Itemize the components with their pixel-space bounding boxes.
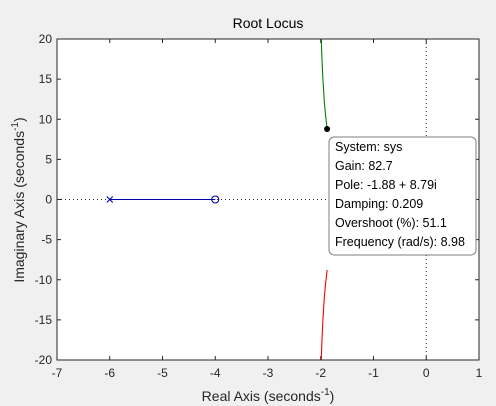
datatip-line: Damping: 0.209 [335,197,423,211]
locus-branch [320,269,328,361]
y-axis-exponent: -1 [10,122,21,131]
x-tick-label: -4 [210,366,221,380]
pole-marker [106,196,114,203]
y-tick-label: -5 [41,233,52,247]
datatip-line: Pole: -1.88 + 8.79i [335,178,437,192]
x-tick-label: -7 [52,366,63,380]
pole-marker-stroke [106,196,114,203]
x-tick-label: -6 [104,366,115,380]
y-tick-label: -10 [35,273,53,287]
x-tick-label: 1 [476,366,483,380]
locus-branch [320,38,328,130]
y-axis-title: Imaginary Axis (seconds-1) [10,117,27,282]
x-axis-title: Real Axis (seconds-1) [202,387,335,404]
y-axis-title-text: Imaginary Axis (seconds [11,131,27,283]
x-tick-label: -3 [263,366,274,380]
x-tick-label: 0 [423,366,430,380]
y-tick-label: -20 [35,353,53,367]
zero-marker [211,195,220,204]
y-tick-label: -15 [35,313,53,327]
y-tick-label: 0 [45,193,52,207]
datatip[interactable]: System: sys Gain: 82.7 Pole: -1.88 + 8.7… [328,136,477,256]
x-axis-exponent: -1 [321,387,330,398]
datatip-line: Gain: 82.7 [335,159,393,173]
datatip-line: Overshoot (%): 51.1 [335,216,447,230]
chart-title: Root Locus [233,15,304,31]
datatip-line: Frequency (rad/s): 8.98 [335,235,465,249]
y-tick-label: 20 [39,32,53,46]
y-tick-label: 15 [39,72,53,86]
x-axis-title-text: Real Axis (seconds [202,388,321,404]
datatip-anchor-point [324,125,331,132]
datatip-line: System: sys [335,140,402,154]
y-tick-label: 10 [39,112,53,126]
y-tick-label: 5 [45,152,52,166]
x-tick-label: -1 [368,366,379,380]
x-tick-label: -5 [157,366,168,380]
datatip-box [328,136,477,256]
x-tick-label: -2 [315,366,326,380]
